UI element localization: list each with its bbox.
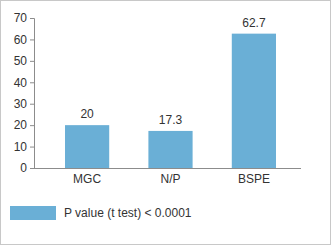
- tick-label: MGC: [73, 172, 101, 186]
- tick-mark: [30, 39, 34, 40]
- tick-label: 60: [14, 33, 28, 47]
- tick: MGC: [73, 172, 101, 186]
- data-label: 17.3: [159, 113, 183, 127]
- axis-line: [30, 19, 35, 169]
- tick-label: 20: [14, 118, 28, 132]
- legend-swatch: [10, 206, 56, 220]
- tick-mark: [30, 18, 34, 19]
- frame: [1, 1, 331, 245]
- tick: BSPE: [238, 172, 270, 186]
- tick-label: 50: [14, 54, 28, 68]
- tick-label: 70: [14, 11, 28, 25]
- axis-line: [34, 168, 301, 169]
- tick: N/P: [160, 172, 180, 186]
- tick-mark: [30, 104, 34, 105]
- bar: [232, 34, 276, 168]
- tick-label: 0: [20, 161, 27, 175]
- plot: [65, 34, 276, 168]
- tick: 30: [14, 97, 34, 111]
- chart: 0 10 20 30 40 50 60 70 MGC N/P BSPE 20 17.3 62.7 P val…: [0, 0, 331, 245]
- x-axis: MGC N/P BSPE: [34, 169, 301, 186]
- tick-mark: [30, 168, 34, 169]
- tick-label: 10: [14, 140, 28, 154]
- tick: 70: [14, 11, 34, 25]
- data-label: 62.7: [242, 16, 266, 30]
- tick: 60: [14, 33, 34, 47]
- tick-mark: [30, 147, 34, 148]
- legend-label: P value (t test) < 0.0001: [64, 206, 192, 220]
- tick-label: 40: [14, 76, 28, 90]
- tick: 0: [20, 161, 34, 175]
- bar: [148, 131, 192, 168]
- bar: [65, 125, 109, 168]
- tick: 40: [14, 76, 34, 90]
- tick: 50: [14, 54, 34, 68]
- tick-label: 30: [14, 97, 28, 111]
- tick: 10: [14, 140, 34, 154]
- tick-mark: [30, 82, 34, 83]
- tick-mark: [30, 61, 34, 62]
- tick-label: BSPE: [238, 172, 270, 186]
- tick: 20: [14, 118, 34, 132]
- legend: P value (t test) < 0.0001: [10, 206, 192, 220]
- y-axis: 0 10 20 30 40 50 60 70: [14, 11, 35, 175]
- data-label: 20: [80, 107, 94, 121]
- data-labels: 20 17.3 62.7: [80, 16, 265, 127]
- tick-mark: [30, 125, 34, 126]
- tick-label: N/P: [160, 172, 180, 186]
